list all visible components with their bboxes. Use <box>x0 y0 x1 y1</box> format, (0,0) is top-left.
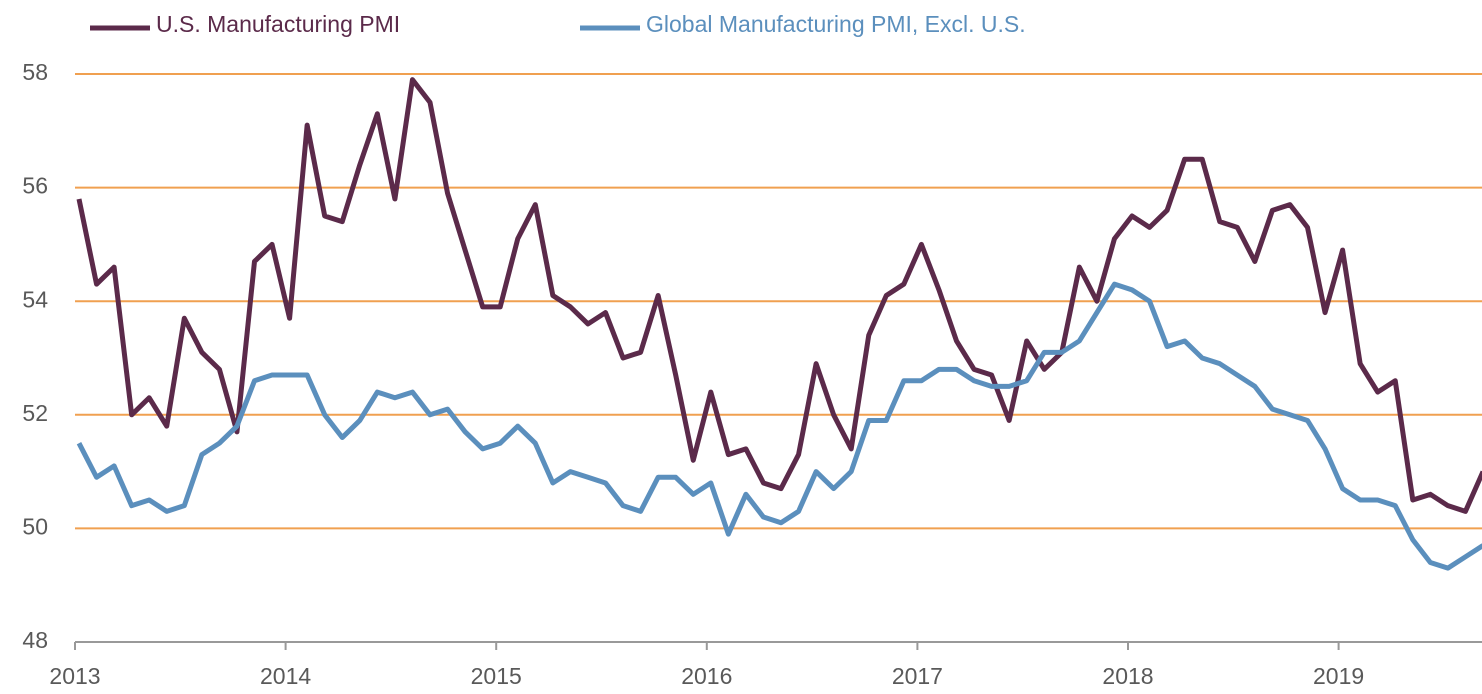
series-line <box>76 281 1482 571</box>
legend-label: Global Manufacturing PMI, Excl. U.S. <box>646 11 1026 37</box>
x-tick-label: 2013 <box>49 663 100 689</box>
y-tick-label: 50 <box>22 513 48 539</box>
x-tick-label: 2019 <box>1313 663 1364 689</box>
legend-label: U.S. Manufacturing PMI <box>156 11 400 37</box>
x-tick-label: 2016 <box>681 663 732 689</box>
y-tick-label: 52 <box>22 400 48 426</box>
x-tick-label: 2017 <box>892 663 943 689</box>
y-tick-label: 54 <box>22 286 48 312</box>
y-tick-label: 58 <box>22 59 48 85</box>
series-line <box>76 77 1482 514</box>
x-tick-label: 2018 <box>1102 663 1153 689</box>
x-tick-label: 2014 <box>260 663 311 689</box>
y-tick-label: 56 <box>22 173 48 199</box>
y-tick-label: 48 <box>22 627 48 653</box>
x-tick-label: 2015 <box>471 663 522 689</box>
